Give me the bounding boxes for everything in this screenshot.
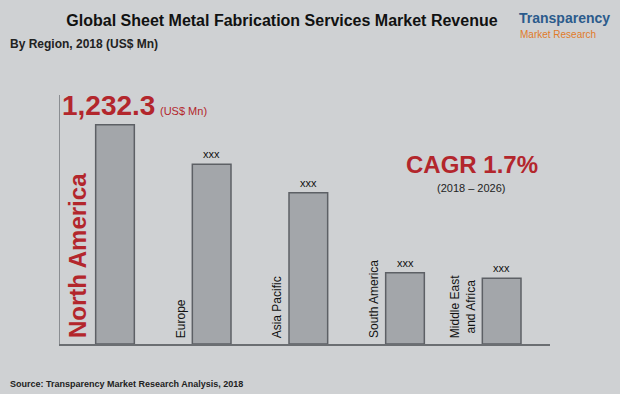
svg-text:xxx: xxx <box>397 257 414 269</box>
svg-text:xxx: xxx <box>203 148 220 160</box>
svg-text:South America: South America <box>367 260 381 338</box>
svg-text:By Region, 2018 (US$ Mn): By Region, 2018 (US$ Mn) <box>10 37 158 51</box>
svg-text:(2018 – 2026): (2018 – 2026) <box>437 182 506 194</box>
svg-text:North America: North America <box>64 173 91 338</box>
svg-text:Transparency: Transparency <box>519 10 610 26</box>
svg-text:Global Sheet Metal Fabrication: Global Sheet Metal Fabrication Services … <box>66 12 497 29</box>
svg-text:Middle Eastand Africa: Middle Eastand Africa <box>448 275 478 338</box>
svg-text:xxx: xxx <box>300 177 317 189</box>
svg-text:Asia Pacific: Asia Pacific <box>270 276 284 338</box>
svg-text:Market Research: Market Research <box>520 29 596 40</box>
svg-text:Europe: Europe <box>174 299 188 338</box>
svg-text:CAGR 1.7%: CAGR 1.7% <box>406 151 538 178</box>
svg-text:Source: Transparency Market Re: Source: Transparency Market Research Ana… <box>10 379 243 389</box>
svg-text:(US$ Mn): (US$ Mn) <box>160 105 207 117</box>
svg-text:1,232.3: 1,232.3 <box>62 90 155 121</box>
svg-text:xxx: xxx <box>493 262 510 274</box>
